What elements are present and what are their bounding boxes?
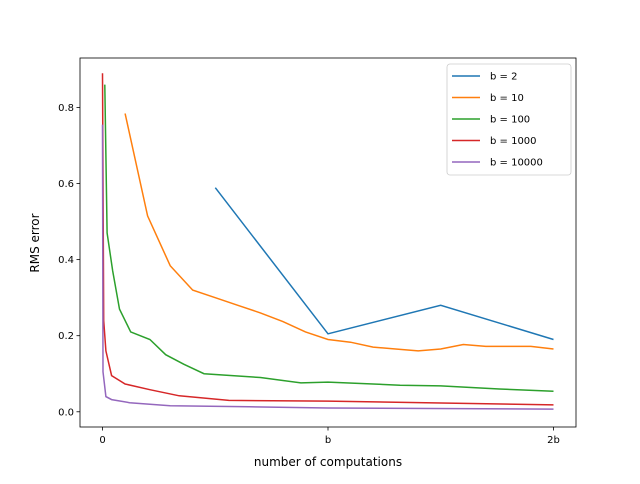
legend-label: b = 10	[490, 93, 524, 104]
legend-label: b = 10000	[490, 158, 543, 169]
y-axis-label: RMS error	[28, 213, 42, 272]
legend-label: b = 100	[490, 115, 530, 126]
y-tick-label: 0.0	[58, 407, 74, 418]
x-tick-label: b	[325, 435, 331, 446]
series-line-2	[104, 84, 554, 392]
legend-box	[446, 63, 572, 176]
series-line-1	[124, 113, 554, 352]
legend-label: b = 2	[490, 72, 517, 83]
x-tick-label: 2b	[547, 435, 560, 446]
x-tick-label: 0	[99, 435, 105, 446]
series-line-3	[101, 73, 554, 406]
legend-label: b = 1000	[490, 136, 537, 147]
y-tick-label: 0.6	[58, 179, 74, 190]
series-line-4	[101, 124, 554, 410]
series-line-0	[214, 187, 554, 341]
y-tick-label: 0.2	[58, 331, 74, 342]
y-tick-label: 0.8	[58, 103, 74, 114]
x-axis-label: number of computations	[254, 455, 402, 469]
legend: b = 2 b = 10 b = 100 b = 1000 b = 10000	[446, 63, 572, 176]
y-tick-label: 0.4	[58, 255, 74, 266]
